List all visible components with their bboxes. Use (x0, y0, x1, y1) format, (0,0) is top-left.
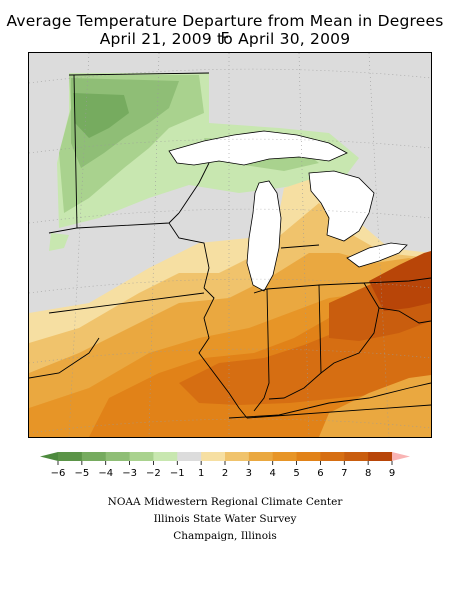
zone-minus-4 (73, 93, 129, 138)
legend-right-arrow (392, 452, 410, 461)
legend-swatch (177, 452, 202, 461)
legend-swatch (129, 452, 154, 461)
lake-michigan (246, 180, 282, 292)
legend-swatch (225, 452, 250, 461)
legend-tick-label: −1 (170, 468, 185, 479)
legend-swatch (248, 452, 274, 461)
legend-swatch (368, 452, 393, 461)
legend-swatch (344, 452, 369, 461)
lake-huron (308, 170, 375, 242)
lake-erie (346, 242, 408, 268)
lake-superior (168, 130, 348, 166)
legend-swatch (201, 452, 226, 461)
map-date-range: April 21, 2009 to April 30, 2009 (99, 30, 351, 48)
legend-tick-label: 6 (317, 468, 323, 479)
credit-survey: Illinois State Water Survey (153, 513, 297, 525)
zone-plus-3-se (319, 375, 431, 437)
map-canvas (29, 53, 431, 437)
legend-swatch (105, 452, 131, 461)
legend-tick-label: 9 (389, 468, 395, 479)
credit-location: Champaign, Illinois (173, 530, 277, 542)
legend-swatch (153, 452, 178, 461)
legend-tick-label: −2 (146, 468, 161, 479)
legend-tick-label: 4 (270, 468, 276, 479)
credit-organization: NOAA Midwestern Regional Climate Center (107, 496, 343, 508)
legend-tick-label: 2 (222, 468, 228, 479)
zone-minus-1-sw (49, 233, 69, 251)
legend-tick-label: 3 (246, 468, 252, 479)
legend-tick-label: −3 (122, 468, 137, 479)
legend-tick-label: 8 (365, 468, 371, 479)
legend-left-arrow (40, 452, 58, 461)
legend-tick-label: −4 (98, 468, 113, 479)
temperature-departure-map (28, 52, 432, 438)
legend-tick-label: 1 (198, 468, 204, 479)
legend-tick-label: −5 (74, 468, 89, 479)
map-title: Average Temperature Departure from Mean … (6, 12, 444, 47)
legend-tick-label: 5 (293, 468, 299, 479)
state-boundaries (29, 72, 431, 419)
legend-swatch (320, 452, 345, 461)
graticule (29, 53, 431, 437)
legend-tick-label: −6 (51, 468, 66, 479)
legend-swatch (58, 452, 83, 461)
color-legend: −6 −5 −4 −3 −2 −1 1 2 3 4 5 6 7 8 9 (40, 452, 410, 479)
legend-tick-label: 7 (341, 468, 347, 479)
legend-swatch (81, 452, 107, 461)
legend-swatch (272, 452, 298, 461)
legend-swatch (296, 452, 321, 461)
